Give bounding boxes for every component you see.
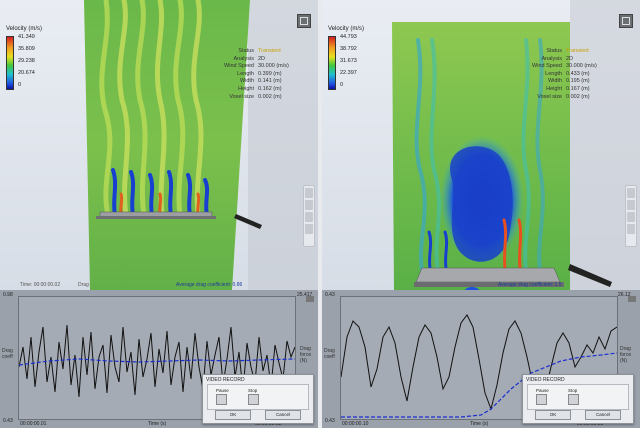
info-row: Voxel size 0.002 (m) — [229, 93, 282, 100]
ok-button[interactable]: OK — [215, 410, 251, 420]
pause-label: Pause — [536, 388, 549, 393]
stop-button[interactable] — [568, 394, 579, 405]
legend-value: 41.349 — [18, 34, 35, 40]
stop-button[interactable] — [248, 394, 259, 405]
y-min-left: 0.43 — [3, 418, 13, 424]
velocity-field-left — [84, 0, 318, 290]
dialog-body: Pause Stop — [207, 384, 309, 410]
legend-value: 29.238 — [18, 58, 35, 64]
x-axis-label: Time (s) — [470, 421, 489, 427]
view-cube-icon[interactable] — [297, 14, 311, 28]
video-record-dialog: VIDEO RECORD Pause Stop OK Cancel — [202, 374, 314, 424]
panel-divider — [318, 0, 322, 428]
drag-series-right — [340, 314, 618, 418]
x-start: 00:00:00.10 — [342, 421, 369, 427]
simulation-panel-right: Velocity (m/s) 44.793 38.792 31.673 22.3… — [322, 0, 640, 428]
legend-value: 0 — [340, 82, 344, 88]
info-row: Width 0.141 (m) — [239, 78, 282, 85]
simulation-panel-left: Velocity (m/s) 41.349 35.809 29.238 20.6… — [0, 0, 318, 428]
video-record-dialog: VIDEO RECORD Pause Stop OK Cancel — [522, 374, 634, 424]
info-row: Height 0.167 (m) — [546, 85, 590, 92]
dialog-title: VIDEO RECORD — [526, 377, 565, 383]
y-max-right: 26.12 — [618, 292, 631, 298]
legend-value: 0 — [18, 82, 22, 88]
time-label: Time: 00:00:00.02 — [20, 282, 61, 288]
info-row: Wind Speed 30.000 (m/s) — [532, 63, 597, 70]
velocity-field-right — [392, 0, 640, 290]
simulation-viewport-left[interactable]: Velocity (m/s) 41.349 35.809 29.238 20.6… — [0, 0, 318, 290]
legend-value: 22.397 — [340, 70, 357, 76]
dialog-title: VIDEO RECORD — [206, 377, 245, 383]
info-row: Status Transient — [238, 48, 281, 54]
legend-color-bar — [6, 36, 14, 90]
legend-title: Velocity (m/s) — [328, 26, 365, 32]
drag-plot-right: 0.43 0.43 26.12 0 Drag coeff Drag force … — [322, 290, 640, 428]
info-row: Length 0.433 (m) — [545, 70, 590, 77]
simulation-info-right: Status Transient Analysis 2D Wind Speed 30.… — [518, 48, 597, 101]
average-drag-coefficient: Average drag coefficient: 0.86 — [176, 282, 243, 288]
cancel-button[interactable]: Cancel — [585, 410, 621, 420]
drag-plot-left: 0.98 0.43 25.417 0 Drag coeff Drag force… — [0, 290, 318, 428]
y-axis-label-right: Drag force (N) — [300, 346, 312, 364]
y-max-left: 0.98 — [3, 292, 13, 298]
legend-title: Velocity (m/s) — [6, 26, 43, 32]
legend-color-bar — [328, 36, 336, 90]
y-axis-label-left: Drag coeff — [2, 348, 13, 360]
velocity-legend-left: Velocity (m/s) 41.349 35.809 29.238 20.6… — [4, 26, 74, 90]
simulation-info-left: Status Transient Analysis 2D Wind Speed 30.… — [210, 48, 289, 101]
dialog-body: Pause Stop — [527, 384, 629, 410]
cancel-button[interactable]: Cancel — [265, 410, 301, 420]
x-start: 00:00:00.01 — [20, 421, 47, 427]
legend-value: 20.674 — [18, 70, 35, 76]
pause-button[interactable] — [216, 394, 227, 405]
velocity-legend-right: Velocity (m/s) 44.793 38.792 31.673 22.3… — [326, 26, 396, 90]
y-max-right: 25.417 — [297, 292, 313, 298]
pause-label: Pause — [216, 388, 229, 393]
y-min-left: 0.43 — [325, 418, 335, 424]
x-end: 00:00:00.02 — [255, 421, 282, 427]
info-row: Analysis 2D — [541, 55, 574, 62]
drag-series-left — [18, 324, 296, 398]
info-row: Length 0.399 (m) — [237, 70, 282, 77]
view-cube-icon[interactable] — [619, 14, 633, 28]
legend-value: 35.809 — [18, 46, 35, 52]
info-row: Voxel size 0.002 (m) — [537, 93, 590, 100]
y-max-left: 0.43 — [325, 292, 335, 298]
legend-value: 31.673 — [340, 58, 357, 64]
info-row: Wind Speed 30.000 (m/s) — [224, 63, 289, 70]
info-row: Height 0.162 (m) — [238, 85, 282, 92]
x-end: 00:00:00.20 — [577, 421, 604, 427]
y-axis-label-left: Drag coeff — [324, 348, 335, 360]
pause-button[interactable] — [536, 394, 547, 405]
ok-button[interactable]: OK — [535, 410, 571, 420]
drag-label: Drag — [78, 282, 89, 288]
stop-label: Stop — [248, 388, 258, 393]
simulation-viewport-right[interactable]: Velocity (m/s) 44.793 38.792 31.673 22.3… — [322, 0, 640, 290]
info-row: Status Transient — [546, 48, 589, 54]
side-toolbar[interactable] — [625, 185, 637, 247]
plot-scroll-handle[interactable] — [306, 296, 314, 302]
legend-value: 38.792 — [340, 46, 357, 52]
info-row: Width 0.195 (m) — [547, 78, 590, 85]
plot-scroll-handle[interactable] — [628, 296, 636, 302]
legend-value: 44.793 — [340, 34, 357, 40]
stop-label: Stop — [568, 388, 578, 393]
side-toolbar[interactable] — [303, 185, 315, 247]
info-row: Analysis 2D — [233, 55, 266, 62]
average-drag-coefficient: Average drag coefficient: 1.5 — [498, 282, 562, 288]
y-axis-label-right: Drag force (N) — [620, 346, 632, 364]
x-axis-label: Time (s) — [148, 421, 167, 427]
